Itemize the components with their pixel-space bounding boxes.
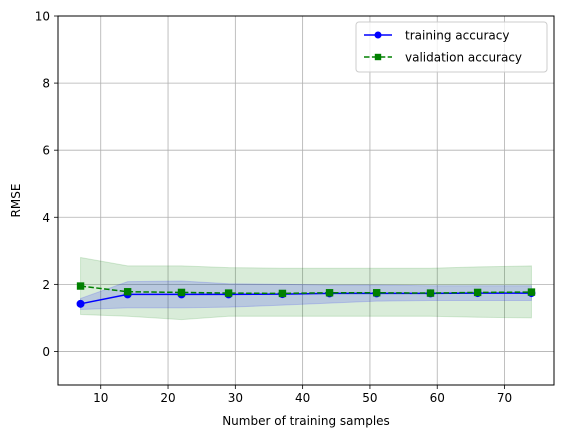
x-tick-label-3: 40 [295, 391, 310, 405]
legend-marker-validation-accuracy [374, 53, 382, 61]
legend-label-validation-accuracy: validation accuracy [405, 51, 522, 65]
point-validation-accuracy-8 [473, 288, 482, 297]
point-training-accuracy-0 [76, 299, 85, 308]
point-validation-accuracy-2 [177, 288, 186, 297]
y-tick-label-0: 0 [42, 345, 50, 359]
band-validation-accuracy [80, 256, 532, 321]
x-tick-label-0: 10 [93, 391, 108, 405]
y-tick-label-4: 8 [42, 77, 50, 91]
x-tick-label-1: 20 [160, 391, 175, 405]
y-tick-label-3: 6 [42, 144, 50, 158]
confidence-bands [80, 256, 532, 321]
plot-frame [57, 15, 555, 386]
y-tick-label-1: 2 [42, 278, 50, 292]
series-lines [80, 285, 532, 305]
point-validation-accuracy-4 [278, 289, 287, 298]
band-training-accuracy [80, 280, 532, 311]
x-tick-label-5: 60 [430, 391, 445, 405]
line-validation-accuracy [80, 285, 532, 295]
point-validation-accuracy-9 [527, 288, 536, 296]
x-tick-label-2: 30 [228, 391, 243, 405]
x-tick-label-6: 70 [497, 391, 512, 405]
point-validation-accuracy-1 [123, 288, 132, 296]
legend-box [355, 21, 548, 73]
x-axis-label: Number of training samples [222, 414, 390, 428]
legend-marker-training-accuracy [374, 31, 382, 39]
y-tick-label-2: 4 [42, 211, 50, 225]
point-validation-accuracy-6 [372, 289, 381, 297]
point-validation-accuracy-0 [76, 282, 85, 290]
y-axis-label: RMSE [9, 184, 23, 218]
point-validation-accuracy-7 [426, 289, 435, 297]
legend: training accuracy validation accuracy [355, 21, 548, 73]
x-tick-label-4: 50 [362, 391, 377, 405]
y-axis-ticks: 0 2 4 6 8 10 [35, 10, 58, 359]
point-validation-accuracy-5 [325, 289, 334, 297]
x-axis-ticks: 10 20 30 40 50 60 70 [93, 385, 512, 405]
series-markers [76, 282, 536, 308]
point-validation-accuracy-3 [224, 289, 233, 297]
y-tick-label-5: 10 [35, 10, 50, 24]
legend-label-training-accuracy: training accuracy [405, 29, 509, 43]
